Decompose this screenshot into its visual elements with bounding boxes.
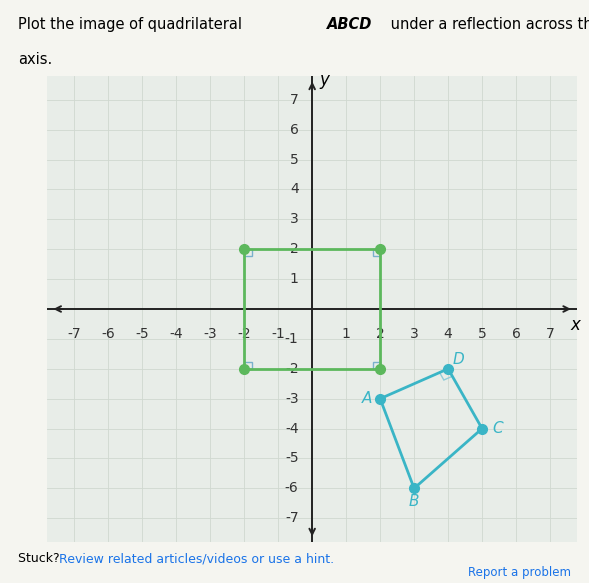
Text: 6: 6	[512, 327, 521, 341]
Text: 3: 3	[410, 327, 419, 341]
Text: 2: 2	[376, 327, 385, 341]
Text: -5: -5	[285, 451, 299, 465]
Text: -3: -3	[203, 327, 217, 341]
Text: 4: 4	[290, 182, 299, 196]
Text: -1: -1	[272, 327, 285, 341]
Text: 5: 5	[478, 327, 487, 341]
Text: -6: -6	[285, 482, 299, 496]
Text: 6: 6	[290, 122, 299, 136]
Text: -2: -2	[285, 362, 299, 376]
Text: -2: -2	[237, 327, 251, 341]
Text: -5: -5	[135, 327, 149, 341]
Text: axis.: axis.	[18, 52, 52, 68]
Text: 1: 1	[290, 272, 299, 286]
Text: -1: -1	[285, 332, 299, 346]
Text: Plot the image of quadrilateral: Plot the image of quadrilateral	[18, 17, 246, 33]
Text: -7: -7	[285, 511, 299, 525]
Text: -3: -3	[285, 392, 299, 406]
Text: C: C	[492, 421, 502, 436]
Text: 5: 5	[290, 153, 299, 167]
Text: A: A	[362, 391, 372, 406]
Text: x: x	[571, 317, 580, 335]
Text: -4: -4	[170, 327, 183, 341]
Text: ABCD: ABCD	[327, 17, 372, 33]
Text: Review related articles/videos or use a hint.: Review related articles/videos or use a …	[59, 552, 334, 565]
Text: 7: 7	[545, 327, 554, 341]
Text: y: y	[319, 71, 329, 89]
Text: 4: 4	[444, 327, 452, 341]
Text: under a reflection across the y-: under a reflection across the y-	[386, 17, 589, 33]
Text: Report a problem: Report a problem	[468, 566, 571, 579]
Text: 7: 7	[290, 93, 299, 107]
Text: B: B	[409, 494, 419, 510]
Text: -6: -6	[101, 327, 115, 341]
Text: D: D	[452, 352, 464, 367]
Text: -4: -4	[285, 422, 299, 436]
Text: 2: 2	[290, 242, 299, 256]
Text: Stuck?: Stuck?	[18, 552, 63, 565]
Text: 1: 1	[342, 327, 350, 341]
Text: 3: 3	[290, 212, 299, 226]
Text: -7: -7	[68, 327, 81, 341]
